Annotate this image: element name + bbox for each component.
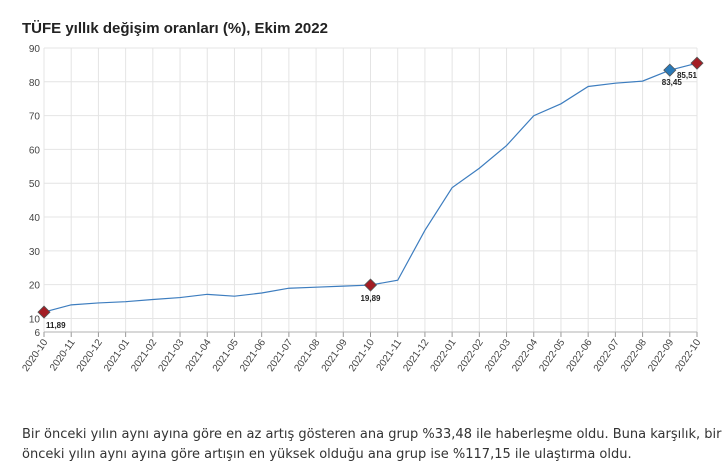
line-chart: 6 10 20 30 40 50 60 70 80 90 2020-102020-112020-1…	[20, 44, 704, 374]
highlight-marker	[363, 278, 378, 292]
x-tick-label: 2022-03	[483, 337, 513, 374]
data-point	[69, 303, 73, 307]
x-tick-label: 2021-12	[401, 337, 431, 374]
y-tick-label: 70	[29, 112, 41, 123]
x-tick-label: 2022-06	[565, 337, 595, 374]
x-tick-label: 2022-01	[429, 337, 459, 374]
data-point	[641, 79, 645, 83]
data-point	[586, 84, 590, 88]
data-point	[559, 102, 563, 106]
x-tick-label: 2020-10	[20, 337, 50, 374]
data-point	[423, 228, 427, 232]
y-tick-label: 20	[29, 281, 41, 292]
data-point	[178, 296, 182, 300]
data-point	[124, 300, 128, 304]
data-point	[613, 81, 617, 85]
data-point	[96, 301, 100, 305]
data-point	[532, 114, 536, 118]
x-tick-label: 2021-02	[129, 337, 159, 374]
x-tick-label: 2021-04	[184, 337, 214, 374]
data-point	[232, 294, 236, 298]
x-tick-label: 2021-01	[102, 337, 132, 374]
data-point	[314, 285, 318, 289]
x-tick-label: 2021-09	[320, 337, 350, 374]
data-point	[450, 186, 454, 190]
y-tick-label: 90	[29, 44, 41, 55]
x-axis: 2020-102020-112020-122021-012021-022021-…	[20, 331, 704, 374]
data-point	[396, 278, 400, 282]
x-tick-label: 2021-03	[156, 337, 186, 374]
x-tick-label: 2022-05	[537, 337, 567, 374]
marker-value-label: 83,45	[662, 78, 683, 87]
chart-title: TÜFE yıllık değişim oranları (%), Ekim 2…	[22, 20, 328, 37]
x-tick-label: 2022-04	[510, 337, 540, 374]
x-tick-label: 2020-12	[75, 337, 105, 374]
x-tick-label: 2020-11	[48, 337, 78, 373]
highlight-marker	[663, 63, 677, 77]
data-point	[505, 144, 509, 148]
x-tick-label: 2022-08	[619, 337, 649, 374]
y-tick-label: 10	[29, 314, 41, 325]
marker-value-label: 11,89	[46, 321, 66, 330]
x-tick-label: 2022-10	[673, 337, 703, 374]
x-tick-label: 2022-09	[646, 337, 676, 374]
data-point	[477, 166, 481, 170]
y-axis: 6 10 20 30 40 50 60 70 80 90	[29, 44, 41, 339]
y-tick-label: 30	[29, 247, 41, 258]
data-point	[341, 284, 345, 288]
data-point	[205, 292, 209, 296]
y-tick-label: 50	[29, 179, 41, 190]
y-tick-label: 60	[29, 145, 41, 156]
x-tick-label: 2021-11	[375, 337, 405, 373]
x-tick-label: 2021-10	[347, 337, 377, 374]
x-tick-label: 2022-02	[456, 337, 486, 374]
caption-text: Bir önceki yılın aynı ayına göre en az a…	[22, 427, 722, 462]
data-point	[287, 286, 291, 290]
data-point	[260, 291, 264, 295]
highlight-marker	[690, 56, 704, 70]
y-tick-label: 80	[29, 78, 41, 89]
x-tick-label: 2021-05	[211, 337, 241, 374]
marker-value-label: 19,89	[360, 294, 381, 303]
data-point	[151, 298, 155, 302]
marker-value-label: 85,51	[677, 71, 698, 80]
x-tick-label: 2022-07	[592, 337, 622, 374]
x-tick-label: 2021-07	[265, 337, 295, 374]
x-tick-label: 2021-08	[292, 337, 322, 374]
highlight-marker	[37, 305, 51, 319]
x-tick-label: 2021-06	[238, 337, 268, 374]
y-tick-label: 40	[29, 213, 41, 224]
y-tick-label: 6	[34, 328, 40, 339]
